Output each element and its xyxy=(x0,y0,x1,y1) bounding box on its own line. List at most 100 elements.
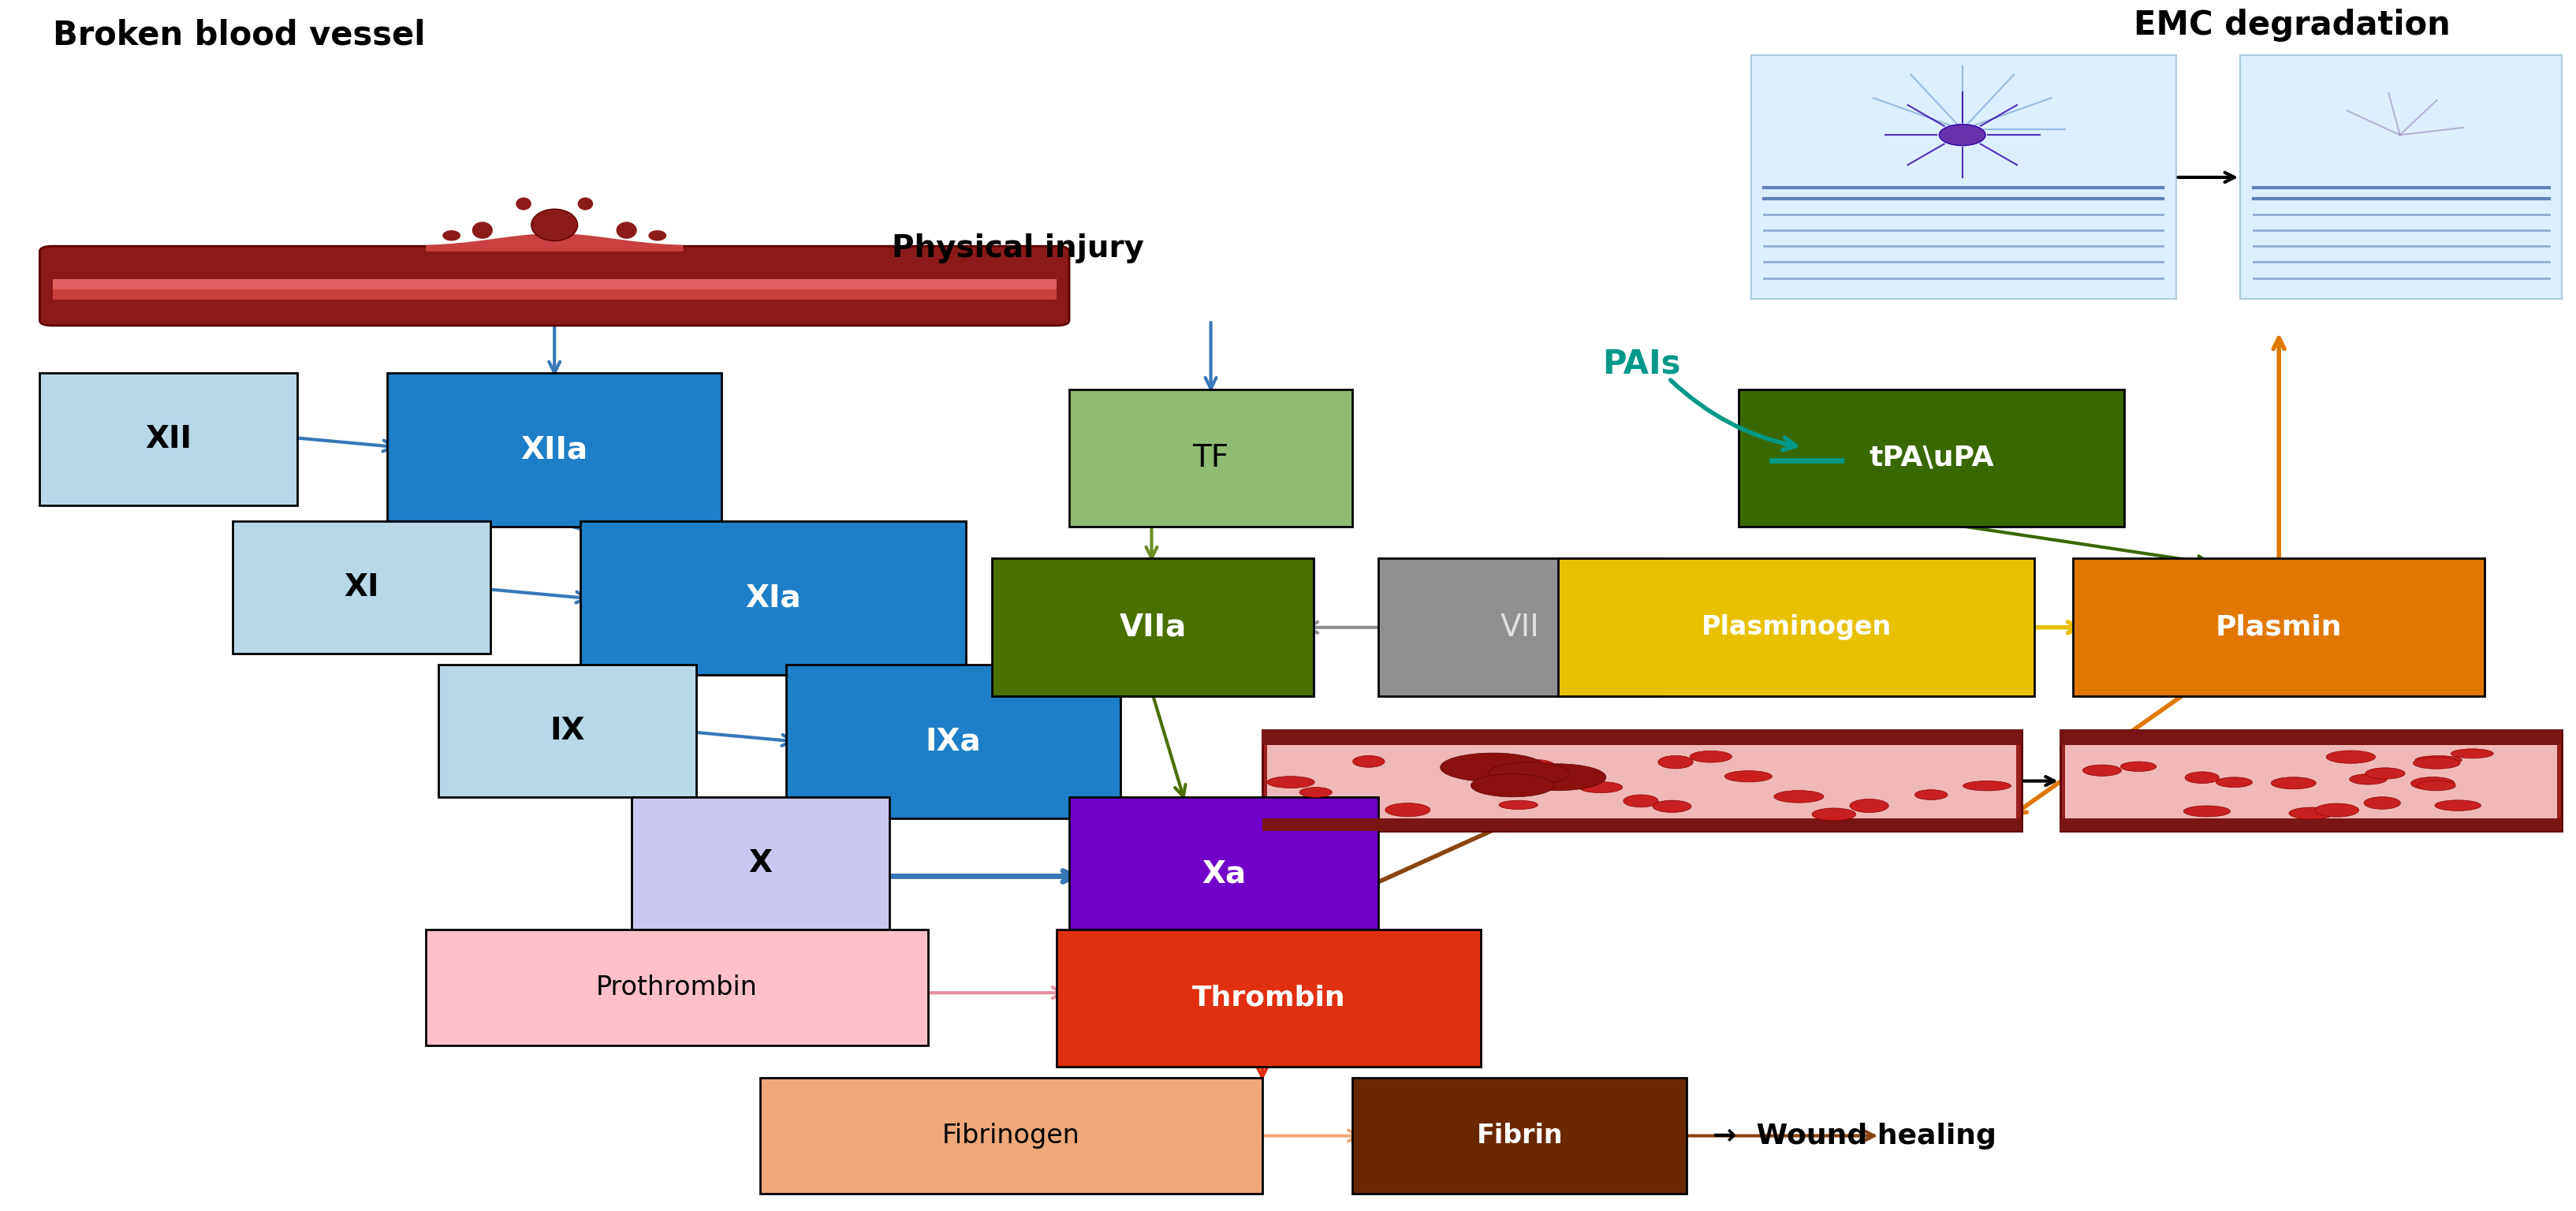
Text: →  Wound healing: → Wound healing xyxy=(1713,1123,1996,1149)
Ellipse shape xyxy=(2365,797,2401,809)
FancyBboxPatch shape xyxy=(39,246,1069,326)
Ellipse shape xyxy=(1471,774,1553,797)
Text: EMC degradation: EMC degradation xyxy=(2133,8,2450,41)
FancyBboxPatch shape xyxy=(1752,56,2177,299)
Ellipse shape xyxy=(1963,781,2012,791)
Ellipse shape xyxy=(2290,808,2334,819)
FancyBboxPatch shape xyxy=(39,373,296,506)
Text: VIIa: VIIa xyxy=(1118,613,1188,642)
FancyBboxPatch shape xyxy=(2061,730,2563,831)
Text: Fibrinogen: Fibrinogen xyxy=(943,1123,1079,1149)
FancyBboxPatch shape xyxy=(1378,558,1662,696)
Ellipse shape xyxy=(443,230,461,241)
Text: Thrombin: Thrombin xyxy=(1193,985,1345,1011)
FancyBboxPatch shape xyxy=(1069,389,1352,527)
Ellipse shape xyxy=(2316,803,2360,817)
Text: Broken blood vessel: Broken blood vessel xyxy=(52,19,425,52)
Ellipse shape xyxy=(2326,751,2375,763)
Ellipse shape xyxy=(1811,808,1855,821)
FancyBboxPatch shape xyxy=(1069,797,1378,951)
FancyBboxPatch shape xyxy=(760,1078,1262,1194)
Text: XIIa: XIIa xyxy=(520,435,587,465)
Ellipse shape xyxy=(1298,787,1332,797)
FancyBboxPatch shape xyxy=(2074,558,2486,696)
Ellipse shape xyxy=(1775,791,1824,803)
Ellipse shape xyxy=(2416,781,2455,791)
Ellipse shape xyxy=(2349,774,2388,785)
FancyBboxPatch shape xyxy=(1262,819,2022,831)
FancyBboxPatch shape xyxy=(1558,558,2035,696)
Ellipse shape xyxy=(1940,125,1986,145)
Ellipse shape xyxy=(2084,765,2123,776)
Ellipse shape xyxy=(1723,770,1772,782)
Ellipse shape xyxy=(1499,800,1538,809)
FancyBboxPatch shape xyxy=(1352,1078,1687,1194)
Text: Fibrin: Fibrin xyxy=(1476,1123,1564,1149)
Ellipse shape xyxy=(1579,781,1623,793)
Ellipse shape xyxy=(1440,753,1546,782)
Ellipse shape xyxy=(2215,777,2251,787)
FancyBboxPatch shape xyxy=(425,929,927,1046)
FancyBboxPatch shape xyxy=(1262,730,2022,745)
Text: tPA\uPA: tPA\uPA xyxy=(1870,444,1994,471)
FancyBboxPatch shape xyxy=(2061,819,2563,831)
FancyBboxPatch shape xyxy=(1739,389,2125,527)
FancyBboxPatch shape xyxy=(2066,742,2558,819)
FancyBboxPatch shape xyxy=(992,558,1314,696)
Ellipse shape xyxy=(616,222,636,239)
Ellipse shape xyxy=(1507,759,1538,770)
FancyBboxPatch shape xyxy=(786,665,1121,819)
FancyBboxPatch shape xyxy=(438,665,696,797)
Ellipse shape xyxy=(577,197,592,211)
Ellipse shape xyxy=(1690,751,1731,763)
FancyBboxPatch shape xyxy=(386,373,721,527)
Ellipse shape xyxy=(1267,776,1314,788)
Ellipse shape xyxy=(2411,777,2455,790)
FancyBboxPatch shape xyxy=(631,797,889,929)
Ellipse shape xyxy=(649,230,667,241)
Ellipse shape xyxy=(515,197,531,211)
Ellipse shape xyxy=(1352,756,1386,768)
Text: IX: IX xyxy=(549,716,585,746)
Ellipse shape xyxy=(1659,756,1692,769)
FancyBboxPatch shape xyxy=(52,279,1056,299)
Ellipse shape xyxy=(2120,762,2156,771)
Ellipse shape xyxy=(1386,803,1430,816)
FancyBboxPatch shape xyxy=(2061,730,2563,745)
Ellipse shape xyxy=(1517,759,1556,773)
Text: XII: XII xyxy=(144,425,191,454)
Text: PAIs: PAIs xyxy=(1602,348,1680,380)
Ellipse shape xyxy=(1654,800,1692,813)
Ellipse shape xyxy=(1510,764,1605,791)
Ellipse shape xyxy=(1850,799,1888,813)
Ellipse shape xyxy=(531,210,577,241)
Ellipse shape xyxy=(1489,762,1569,785)
Ellipse shape xyxy=(2414,757,2460,769)
Text: VII: VII xyxy=(1499,613,1540,642)
Text: X: X xyxy=(750,848,773,878)
Text: Plasminogen: Plasminogen xyxy=(1700,614,1891,641)
FancyBboxPatch shape xyxy=(2241,56,2563,299)
PathPatch shape xyxy=(425,234,683,252)
Text: Prothrombin: Prothrombin xyxy=(595,975,757,1000)
FancyBboxPatch shape xyxy=(232,522,489,654)
FancyBboxPatch shape xyxy=(580,522,966,675)
Ellipse shape xyxy=(471,222,492,239)
FancyBboxPatch shape xyxy=(1267,742,2017,819)
Ellipse shape xyxy=(1623,794,1659,808)
FancyBboxPatch shape xyxy=(1056,929,1481,1067)
Ellipse shape xyxy=(2184,805,2231,816)
Text: IXa: IXa xyxy=(925,727,981,756)
Text: XI: XI xyxy=(343,573,379,603)
Text: XIa: XIa xyxy=(744,584,801,613)
Ellipse shape xyxy=(2365,768,2406,779)
FancyBboxPatch shape xyxy=(52,279,1056,289)
FancyBboxPatch shape xyxy=(1262,730,2022,831)
Ellipse shape xyxy=(1914,790,1947,799)
Ellipse shape xyxy=(2272,777,2316,790)
Text: Xa: Xa xyxy=(1200,859,1247,889)
Text: Plasmin: Plasmin xyxy=(2215,614,2342,641)
Ellipse shape xyxy=(2184,771,2218,784)
Ellipse shape xyxy=(2434,800,2481,810)
Ellipse shape xyxy=(1471,761,1556,785)
